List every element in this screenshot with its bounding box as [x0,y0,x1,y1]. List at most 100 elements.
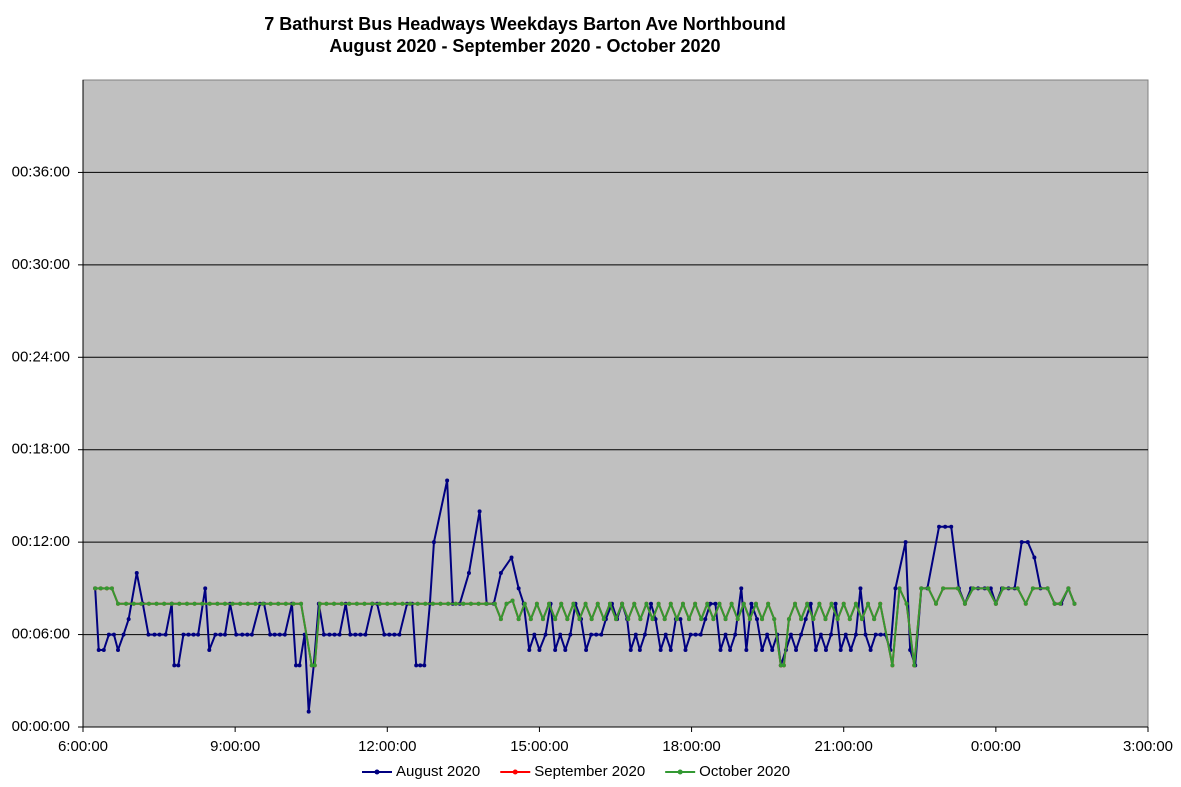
data-point [196,632,201,637]
legend-label: September 2020 [534,763,645,780]
data-point [332,632,337,637]
data-point [468,601,473,606]
data-point [249,632,254,637]
data-point [207,601,212,606]
data-point [904,601,909,606]
data-point [1072,601,1077,606]
data-point [184,601,189,606]
data-point [558,632,563,637]
data-point [583,601,588,606]
data-point [516,617,521,622]
data-point [272,632,277,637]
data-point [632,601,637,606]
data-point [98,586,103,591]
data-point [781,663,786,668]
data-point [971,586,976,591]
data-point [717,601,722,606]
data-point [728,647,733,652]
data-point [309,663,314,668]
data-point [656,601,661,606]
data-point [818,632,823,637]
data-point [705,601,710,606]
data-point [1030,586,1035,591]
data-point [223,632,227,637]
data-point [317,601,322,606]
data-point [571,601,576,606]
data-point [847,617,852,622]
data-point [347,601,352,606]
data-point [299,601,304,606]
legend-marker [677,769,683,775]
data-point [962,601,967,606]
data-point [693,601,698,606]
data-point [291,601,296,606]
data-point [841,601,846,606]
data-point [723,617,728,622]
data-point [534,601,539,606]
data-point [111,632,116,637]
data-point [370,601,375,606]
legend-label: August 2020 [396,763,480,780]
data-point [711,617,716,622]
data-point [577,617,582,622]
data-point [808,601,813,606]
data-point [553,617,558,622]
data-point [663,632,668,637]
data-point [408,601,413,606]
data-point [793,601,798,606]
y-tick-label: 00:06:00 [12,626,70,643]
data-point [172,663,177,668]
data-point [599,632,604,637]
data-point [620,601,625,606]
data-point [614,617,619,622]
data-point [799,617,804,622]
data-point [109,586,114,591]
data-point [778,663,783,668]
data-point [565,617,570,622]
data-point [658,647,663,652]
data-point [642,632,647,637]
data-point [245,632,250,637]
data-point [823,617,828,622]
data-point [683,647,688,652]
data-point [649,601,653,606]
x-tick-label: 15:00:00 [510,738,568,755]
data-point [238,601,243,606]
data-point [699,617,704,622]
data-point [418,663,423,668]
data-point [186,632,191,637]
data-point [687,617,692,622]
x-tick-label: 3:00:00 [1123,738,1173,755]
data-point [786,617,791,622]
data-point [829,632,834,637]
data-point [415,601,420,606]
data-point [223,601,227,606]
data-point [1052,601,1057,606]
data-point [988,586,993,591]
data-point [1066,586,1071,591]
data-point [537,647,542,652]
data-point [192,601,197,606]
data-point [400,601,405,606]
data-point [688,632,693,637]
data-point [897,586,902,591]
data-point [152,632,157,637]
data-point [626,617,631,622]
data-point [203,586,208,591]
data-point [713,601,718,606]
data-point [218,632,223,637]
data-point [134,570,139,575]
data-point [327,632,332,637]
data-point [835,617,840,622]
data-point [662,617,667,622]
data-point [1023,601,1028,606]
data-point [703,617,708,622]
data-point [453,601,458,606]
data-point [547,601,552,606]
data-point [337,632,342,637]
data-point [492,601,497,606]
data-point [878,601,883,606]
data-point [668,601,673,606]
data-point [392,601,397,606]
data-point [760,647,765,652]
